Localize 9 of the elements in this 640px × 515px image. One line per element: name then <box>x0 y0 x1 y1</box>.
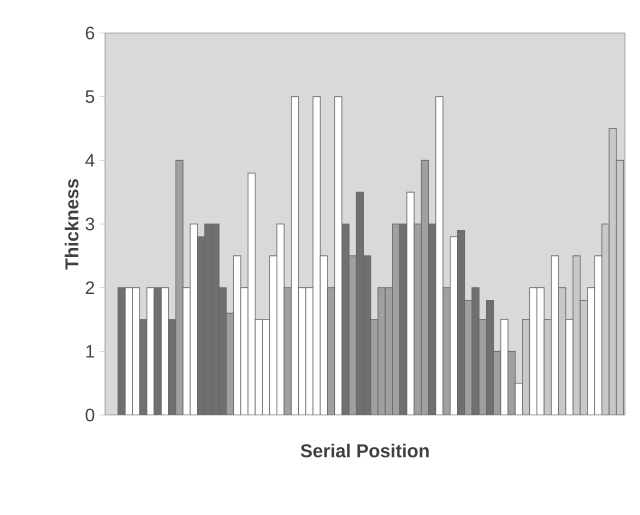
x-axis-title: Serial Position <box>300 444 429 458</box>
y-axis-title: Thickness <box>64 179 78 270</box>
y-tick-label: 5 <box>86 90 94 103</box>
y-tick-label: 1 <box>86 345 94 358</box>
y-tick-label: 4 <box>85 154 94 167</box>
y-tick-label: 6 <box>86 26 94 40</box>
y-tick-label: 3 <box>86 218 94 230</box>
y-tick-label: 2 <box>86 281 94 294</box>
y-tick-label: 0 <box>86 408 94 422</box>
